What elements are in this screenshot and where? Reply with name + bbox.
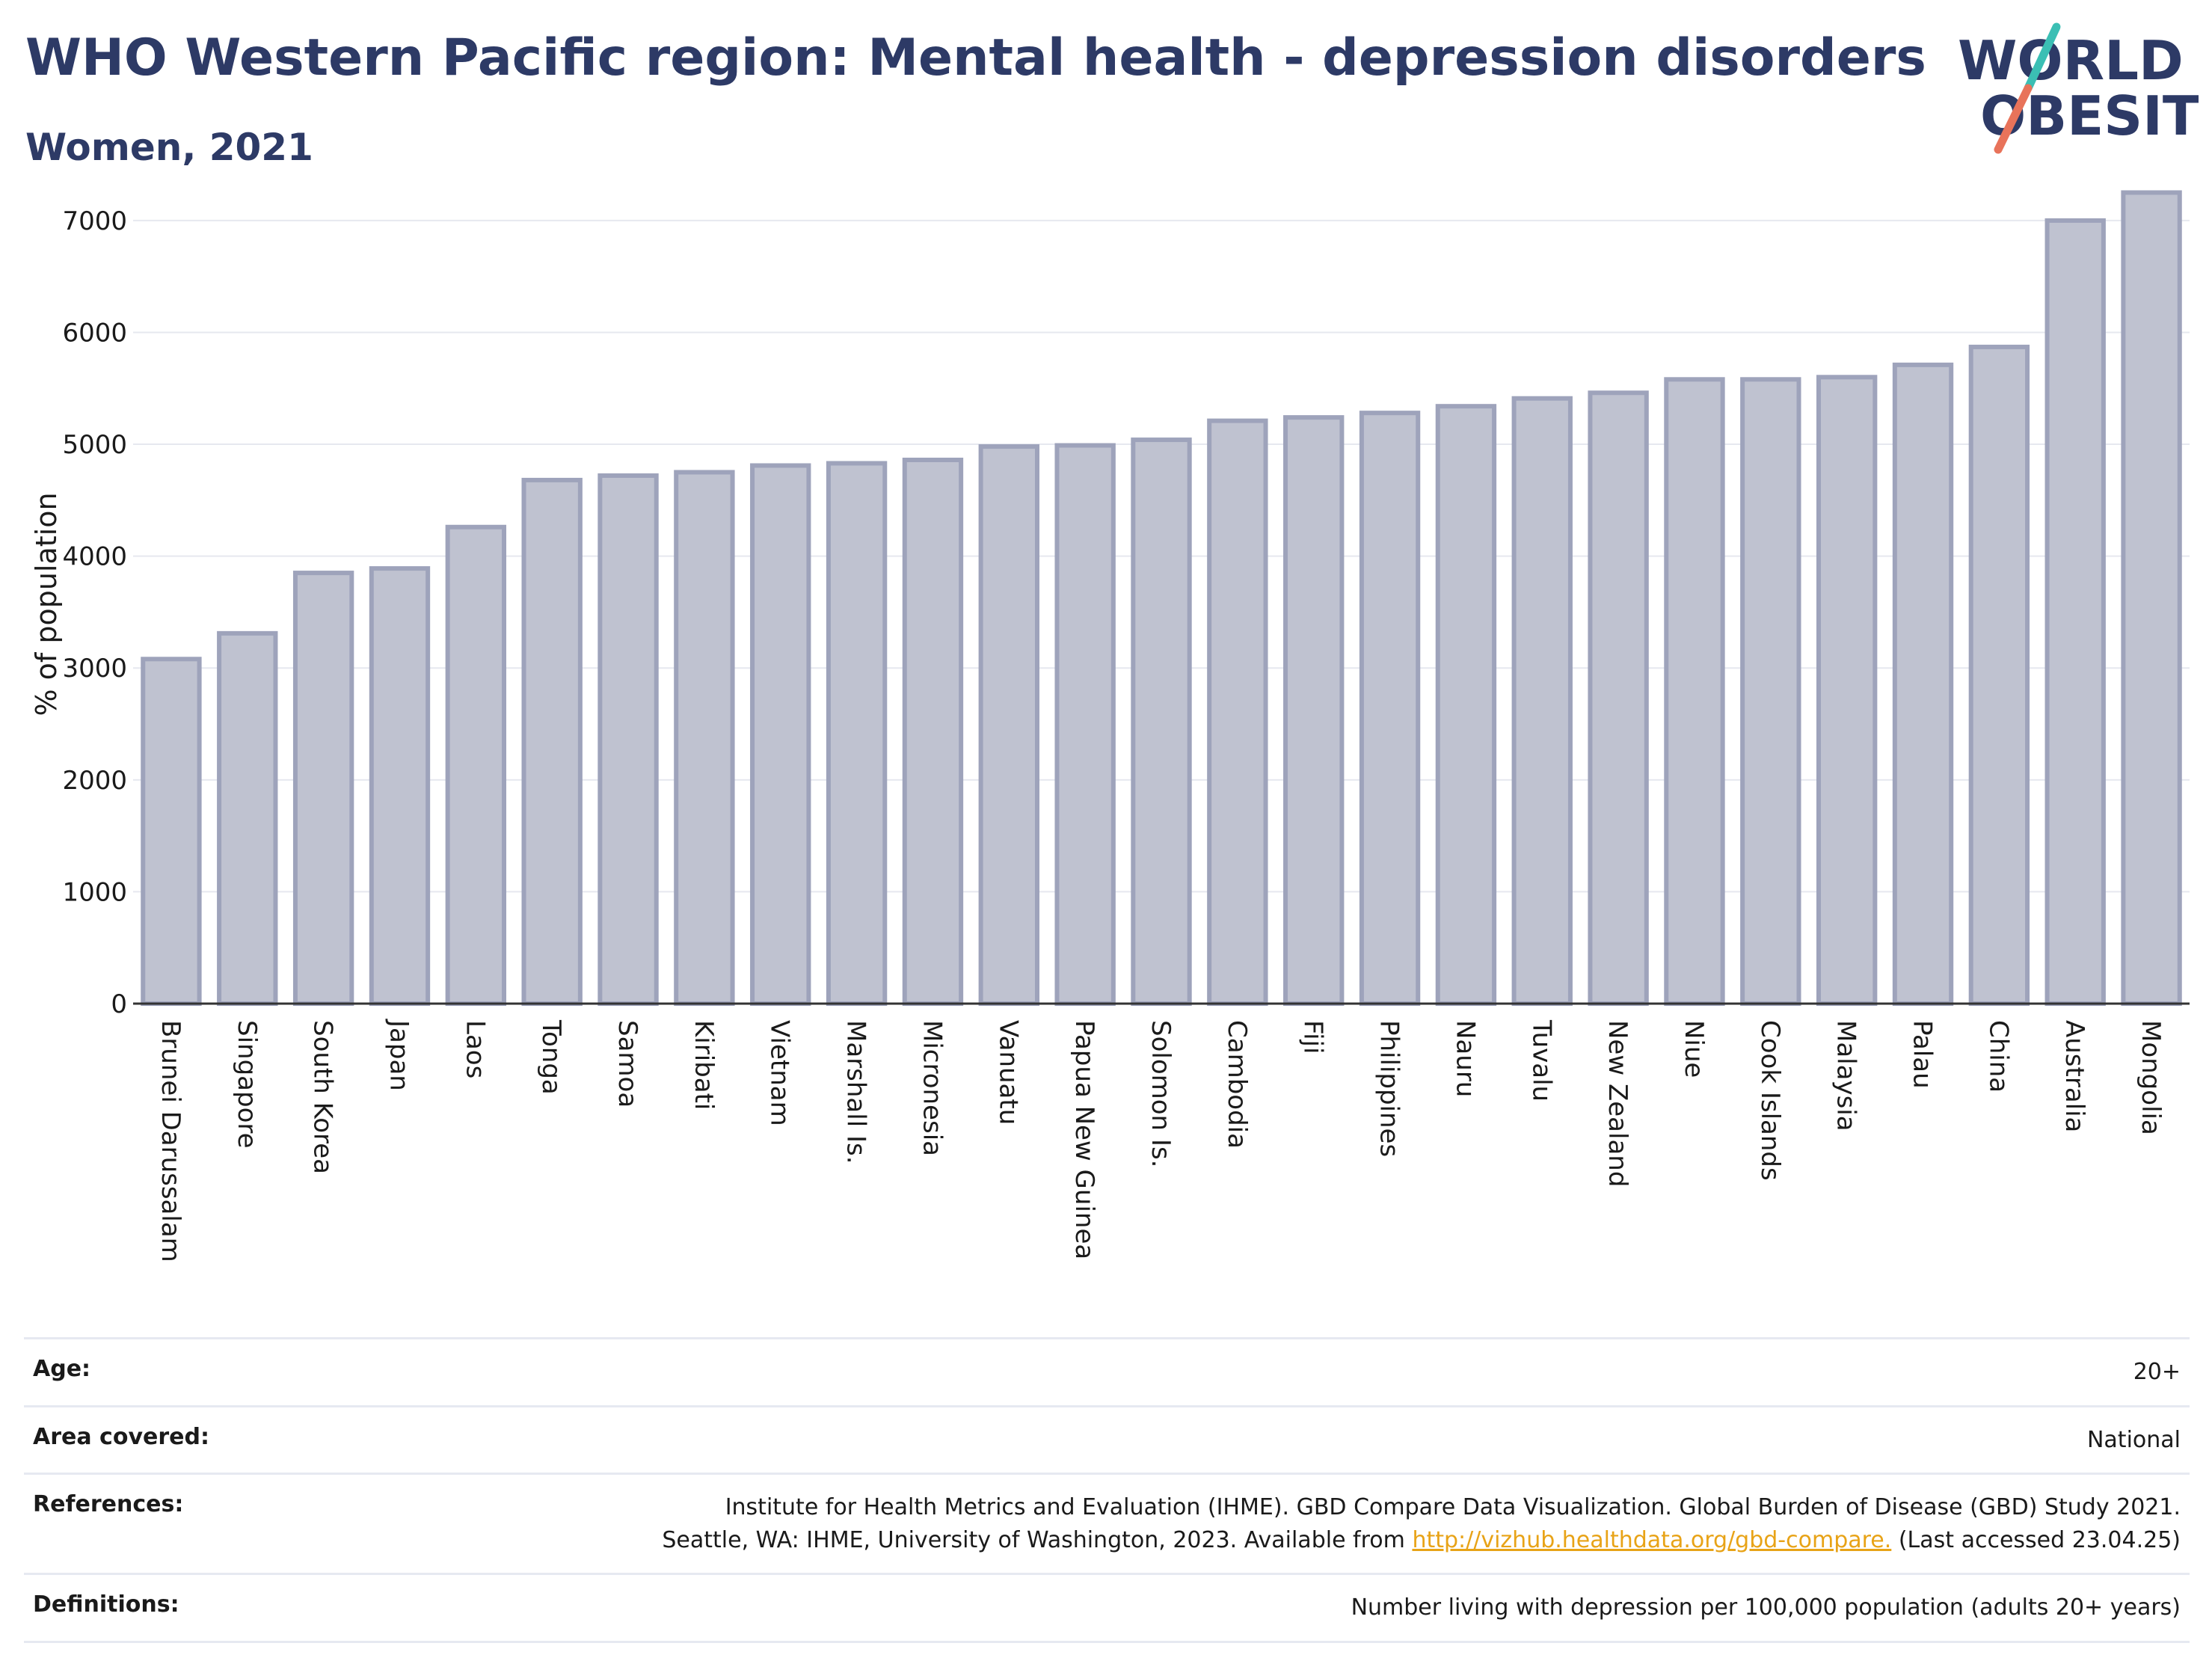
world-obesity-logo: WORLD OBESITY (1958, 22, 2199, 154)
bar-solomon-is (1131, 437, 1192, 1006)
y-tick-label: 7000 (62, 206, 127, 236)
definitions-label: Definitions: (33, 1591, 179, 1618)
bar-laos (445, 524, 507, 1006)
y-tick-labels: 0 1000 2000 3000 4000 5000 6000 7000 (62, 206, 127, 1019)
bar-china (1968, 344, 2030, 1006)
category-label: Solomon Is. (1146, 1020, 1176, 1167)
references-line-1: Institute for Health Metrics and Evaluat… (725, 1494, 2181, 1520)
category-label: Palau (1908, 1020, 1938, 1089)
bar-samoa (597, 473, 659, 1006)
category-label: Micronesia (917, 1020, 947, 1156)
bar-brunei-darussalam (141, 657, 202, 1006)
bar-philippines (1359, 411, 1421, 1006)
bar-micronesia (902, 457, 964, 1006)
bar-cook-islands (1740, 377, 1801, 1006)
bar-vietnam (750, 463, 811, 1006)
bar-japan (369, 566, 431, 1006)
y-tick-label: 4000 (62, 542, 127, 572)
area-value: National (2086, 1426, 2181, 1453)
category-label: Marshall Is. (841, 1020, 871, 1164)
definitions-value: Number living with depression per 100,00… (1351, 1594, 2181, 1621)
category-label: Kiribati (689, 1020, 719, 1110)
category-label: Laos (460, 1020, 490, 1078)
references-line-2-post: (Last accessed 23.04.25) (1898, 1526, 2181, 1553)
age-value: 20+ (2133, 1359, 2181, 1385)
category-label: China (1983, 1020, 2013, 1093)
category-label: Vietnam (765, 1020, 795, 1126)
references-link[interactable]: http://vizhub.healthdata.org/gbd-compare… (1412, 1526, 1892, 1553)
metadata-table: Age: 20+ Area covered: National Referenc… (24, 1337, 2190, 1643)
y-tick-label: 5000 (62, 430, 127, 460)
bar-palau (1892, 362, 1954, 1007)
bar-malaysia (1816, 375, 1878, 1006)
bar-marshall-is (826, 461, 888, 1006)
bar-south-korea (292, 571, 354, 1006)
category-label: Tuvalu (1526, 1019, 1556, 1102)
references-line-2-pre: Seattle, WA: IHME, University of Washing… (662, 1526, 1405, 1553)
category-label: Brunei Darussalam (156, 1020, 185, 1262)
page-subtitle: Women, 2021 (25, 126, 313, 169)
meta-row-age: Age: 20+ (24, 1337, 2190, 1405)
logo-slash-coral (1994, 84, 2033, 154)
references-value: Institute for Health Metrics and Evaluat… (662, 1491, 2181, 1556)
category-label: Nauru (1450, 1020, 1480, 1097)
area-label: Area covered: (33, 1423, 209, 1450)
y-tick-label: 6000 (62, 318, 127, 348)
category-label: Tonga (536, 1019, 566, 1095)
category-label: Vanuatu (993, 1020, 1023, 1125)
bar-mongolia (2121, 190, 2182, 1006)
y-tick-label: 0 (111, 989, 127, 1019)
bar-vanuatu (978, 444, 1039, 1006)
logo-slash-teal (2024, 22, 2061, 93)
y-axis-title: % of population (30, 492, 63, 716)
y-tick-label: 1000 (62, 877, 127, 907)
category-label: Papua New Guinea (1069, 1020, 1099, 1259)
bar-australia (2044, 218, 2106, 1006)
bar-singapore (217, 630, 278, 1007)
category-label: Singapore (232, 1020, 262, 1149)
bar-cambodia (1207, 418, 1268, 1006)
category-label: Mongolia (2136, 1020, 2166, 1135)
category-label: Samoa (612, 1020, 642, 1108)
category-label: Malaysia (1831, 1020, 1861, 1132)
category-label: Philippines (1374, 1020, 1404, 1157)
bar-new-zealand (1588, 390, 1649, 1006)
bar-nauru (1435, 404, 1497, 1006)
category-label: Australia (2059, 1020, 2089, 1132)
bar-papua-new-guinea (1054, 443, 1116, 1006)
y-tick-label: 2000 (62, 766, 127, 796)
bar-tuvalu (1511, 396, 1573, 1006)
category-label: South Korea (308, 1020, 338, 1174)
bar-kiribati (674, 470, 735, 1006)
meta-row-definitions: Definitions: Number living with depressi… (24, 1573, 2190, 1643)
bar-tonga (521, 477, 583, 1006)
page-title: WHO Western Pacific region: Mental healt… (25, 28, 1926, 87)
age-label: Age: (33, 1356, 91, 1382)
bar-chart: 0 1000 2000 3000 4000 5000 6000 7000 Brunei Dar… (30, 190, 2190, 1262)
bar-niue (1664, 377, 1725, 1006)
logo-text-world: WORLD (1958, 29, 2184, 92)
category-label: Fiji (1298, 1020, 1328, 1054)
bar-fiji (1283, 415, 1345, 1006)
meta-row-area: Area covered: National (24, 1404, 2190, 1473)
category-label: Cambodia (1222, 1020, 1252, 1149)
category-label: Cook Islands (1755, 1020, 1785, 1181)
bars (141, 190, 2182, 1007)
category-labels: Brunei Darussalam Singapore South Korea Jap… (156, 1019, 2166, 1262)
category-label: Japan (384, 1019, 414, 1091)
category-label: Niue (1679, 1020, 1709, 1078)
meta-row-references: References: Institute for Health Metrics… (24, 1473, 2190, 1573)
category-label: New Zealand (1603, 1020, 1632, 1187)
references-label: References: (33, 1491, 184, 1517)
y-tick-label: 3000 (62, 654, 127, 684)
